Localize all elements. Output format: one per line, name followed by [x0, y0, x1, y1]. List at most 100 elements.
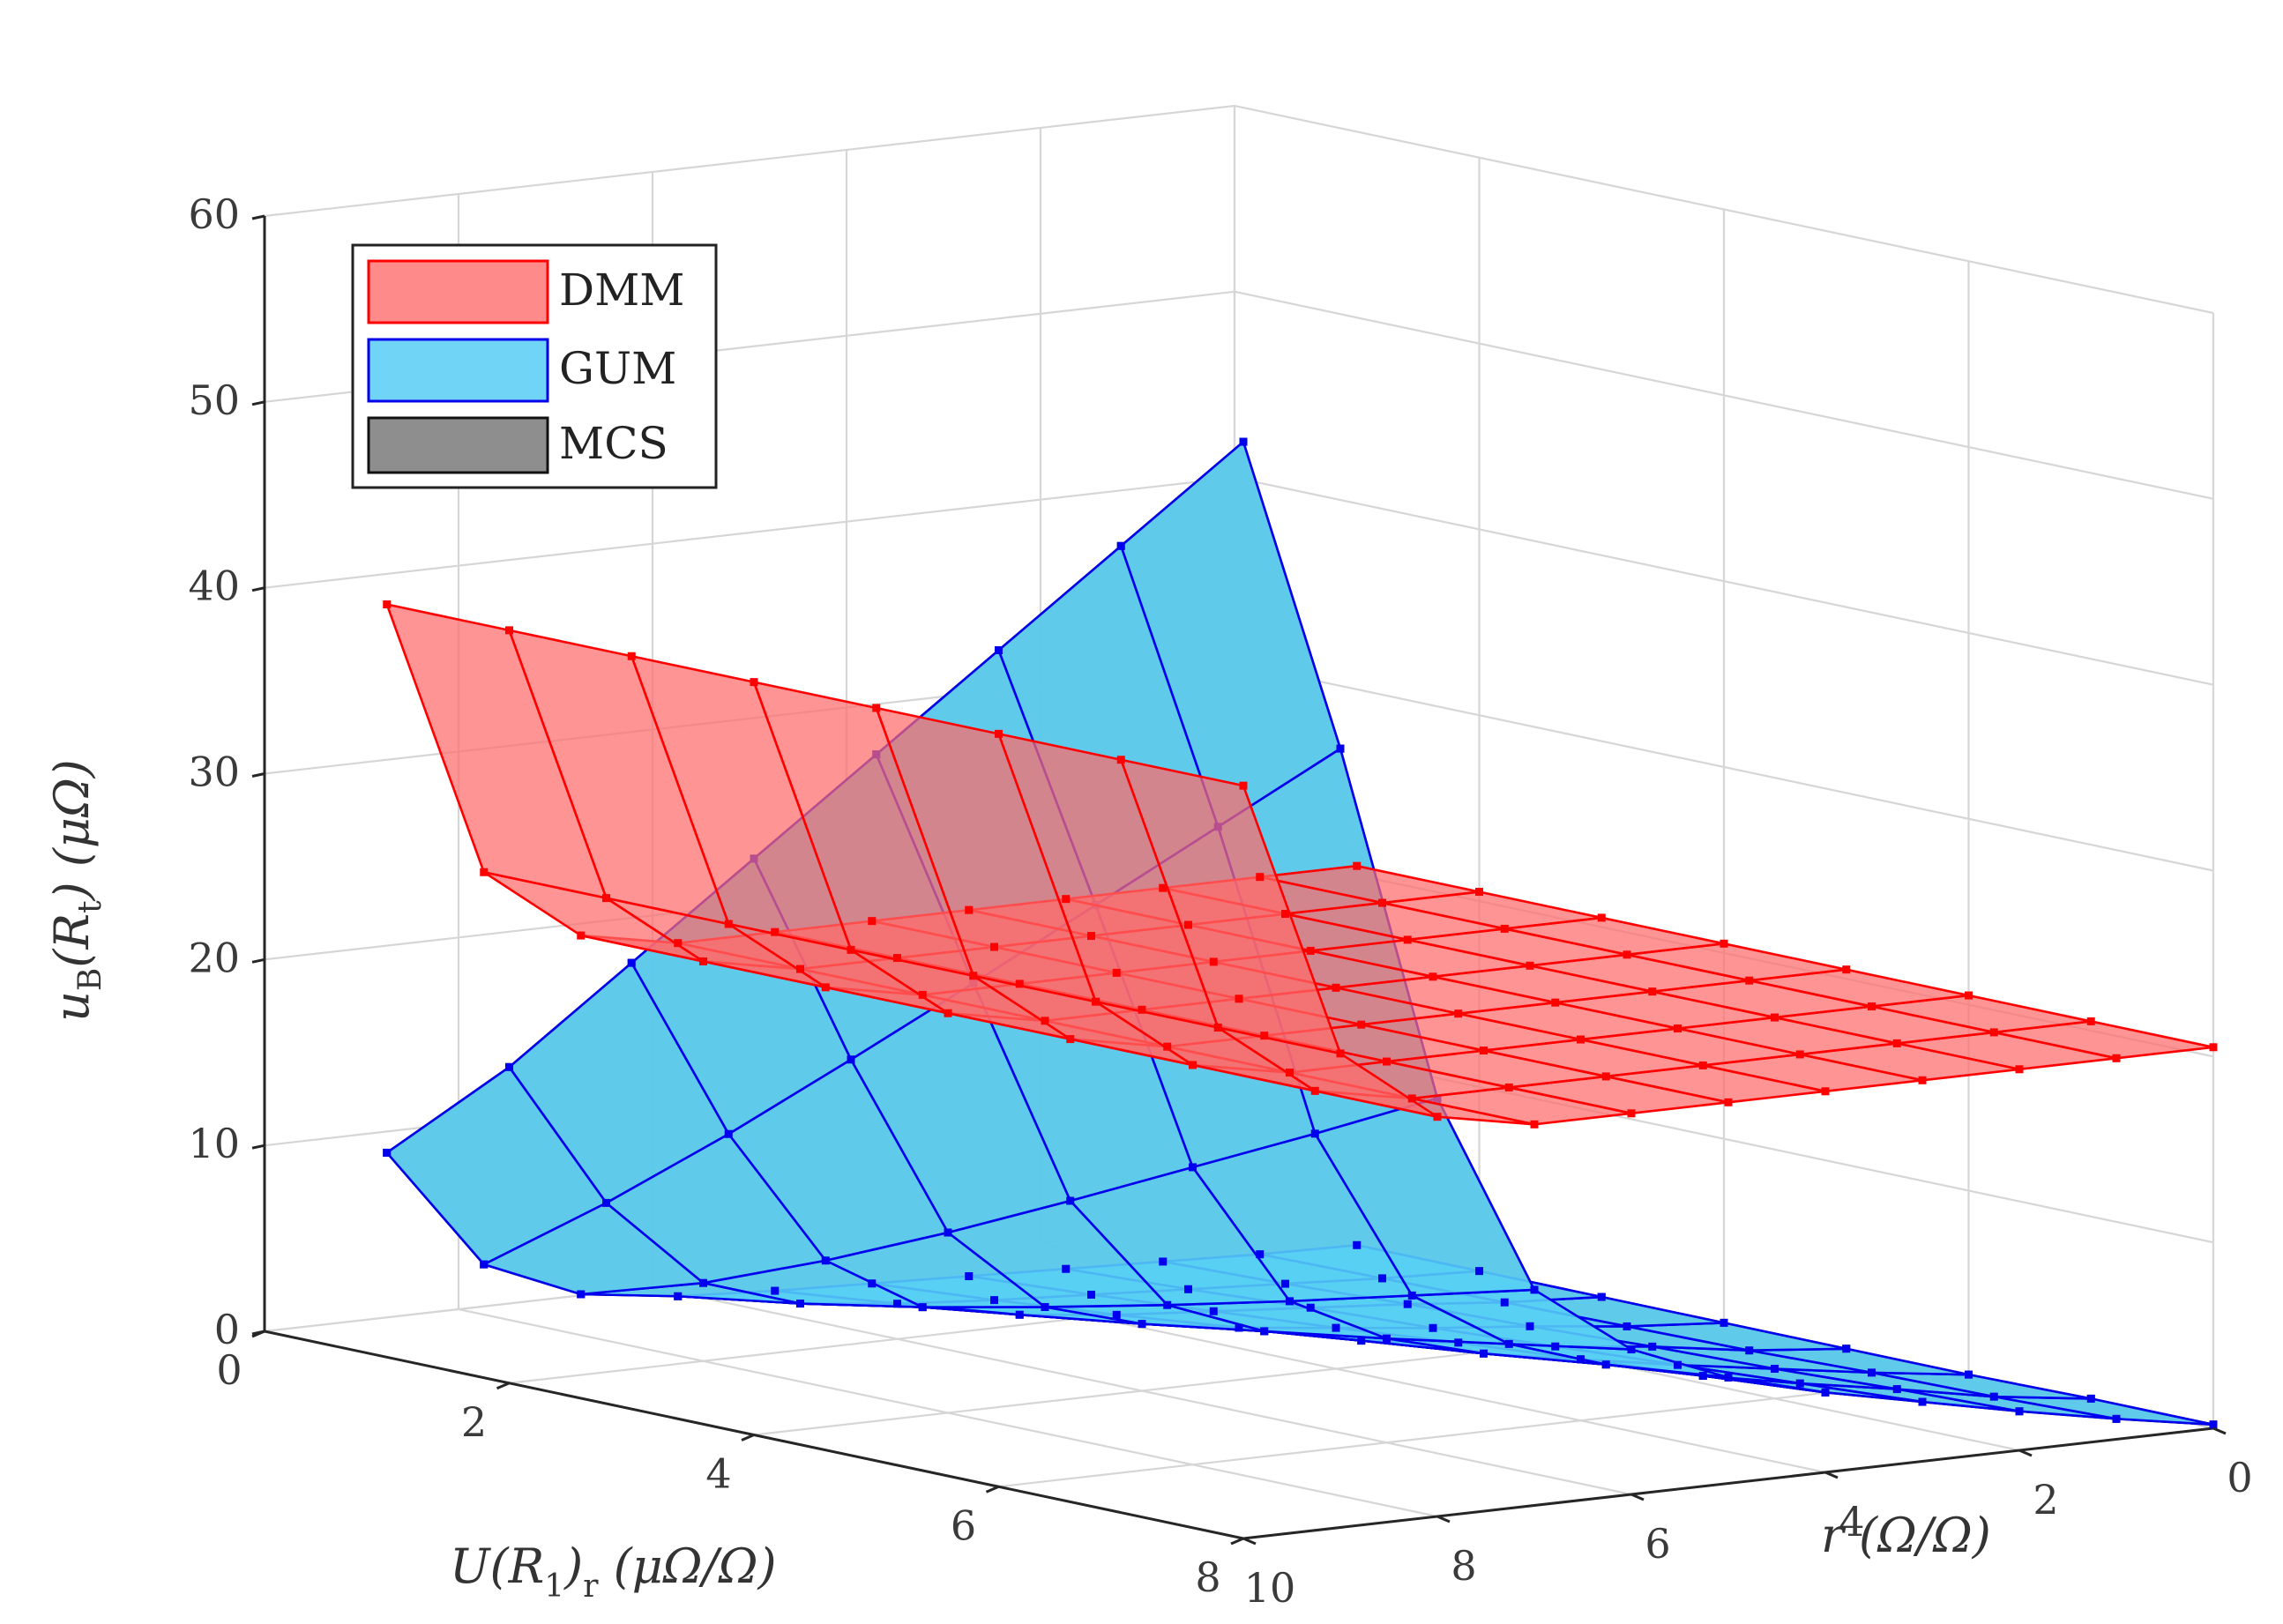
- surface-point-dmm: [1724, 1098, 1733, 1106]
- surface-point-gum: [1674, 1360, 1682, 1369]
- z-tick-label: 40: [188, 562, 240, 610]
- z-tick-label: 60: [188, 190, 240, 238]
- surface-point-dmm: [1062, 895, 1071, 904]
- surface-point-dmm: [1504, 1083, 1513, 1091]
- z-tick-label: 0: [214, 1306, 240, 1353]
- surface-point-gum: [821, 1256, 830, 1265]
- surface-point-dmm: [1306, 946, 1315, 955]
- surface-point-gum: [847, 1055, 855, 1064]
- grid-line-z-backwall: [1234, 104, 2214, 315]
- surface-point-gum: [1480, 1349, 1488, 1358]
- surface-point-dmm: [990, 942, 998, 951]
- surface-point-dmm: [505, 626, 513, 635]
- surface-point-dmm: [1286, 1069, 1294, 1077]
- surface-point-gum: [1159, 1257, 1168, 1266]
- x-tick-mark: [1230, 1537, 1244, 1546]
- surface-point-gum: [1357, 1337, 1366, 1345]
- grid-line-x-floor: [998, 1375, 1969, 1488]
- surface-point-dmm: [1213, 1024, 1222, 1032]
- surface-point-gum: [796, 1300, 804, 1308]
- surface-point-dmm: [1627, 1109, 1636, 1118]
- surface-point-dmm: [1918, 1076, 1927, 1084]
- surface-point-gum: [1087, 1290, 1095, 1299]
- surface-point-dmm: [1480, 1047, 1488, 1055]
- surface-point-dmm: [796, 965, 804, 973]
- surface-point-gum: [2112, 1414, 2121, 1423]
- y-tick-label: 2: [2033, 1476, 2058, 1523]
- surface-point-dmm: [1336, 1049, 1345, 1058]
- legend-label-mcs: MCS: [559, 418, 668, 469]
- surface-point-dmm: [918, 990, 927, 999]
- surface-point-gum: [1306, 1303, 1315, 1312]
- y-tick-label: 8: [1451, 1542, 1476, 1590]
- legend: DMM GUM MCS: [351, 243, 718, 489]
- z-tick-label: 20: [188, 934, 240, 981]
- legend-swatch-dmm: [367, 259, 549, 324]
- surface-point-dmm: [750, 678, 758, 687]
- surface-point-gum: [1281, 1279, 1289, 1288]
- surface-point-gum: [2015, 1407, 2024, 1416]
- surface-point-gum: [2086, 1394, 2095, 1403]
- surface-point-gum: [1184, 1285, 1192, 1293]
- surface-point-dmm: [1821, 1087, 1830, 1096]
- y-tick-mark: [1436, 1515, 1451, 1523]
- z-tick-mark: [251, 1144, 265, 1150]
- surface-point-gum: [2209, 1420, 2218, 1429]
- surface-point-dmm: [1577, 1035, 1585, 1044]
- y-tick-mark: [1824, 1471, 1839, 1479]
- x-tick-mark: [251, 1330, 265, 1338]
- grid-line-z-sidewall: [264, 104, 1235, 218]
- surface-point-dmm: [1526, 961, 1534, 970]
- surface-point-dmm: [1868, 1002, 1876, 1011]
- surface-point-dmm: [944, 1009, 952, 1017]
- surface-point-dmm: [2112, 1054, 2121, 1062]
- surface-point-gum: [1821, 1388, 1830, 1397]
- surface-point-gum: [1698, 1372, 1707, 1381]
- surface-point-dmm: [1698, 1061, 1707, 1069]
- legend-item-gum: GUM: [367, 338, 676, 403]
- y-tick-mark: [2018, 1449, 2033, 1457]
- z-tick-label: 30: [188, 749, 240, 796]
- surface-point-dmm: [1087, 932, 1095, 941]
- surface-point-dmm: [1281, 910, 1289, 919]
- surface-point-gum: [1623, 1322, 1631, 1330]
- surface-point-dmm: [969, 972, 978, 980]
- surface-point-gum: [893, 1300, 901, 1308]
- surface-point-gum: [724, 1129, 733, 1138]
- surface-point-gum: [1062, 1264, 1071, 1273]
- surface-point-dmm: [1116, 756, 1125, 764]
- surface-point-dmm: [1500, 924, 1509, 933]
- x-tick-mark: [985, 1485, 1000, 1494]
- z-tick-label: 50: [188, 376, 240, 424]
- surface-point-gum: [1892, 1385, 1901, 1394]
- surface-point-gum: [1332, 1323, 1340, 1332]
- surface-point-dmm: [1378, 898, 1386, 907]
- legend-swatch-mcs: [367, 416, 549, 474]
- surface-point-dmm: [1648, 987, 1657, 996]
- surface-point-gum: [480, 1260, 489, 1269]
- surface-point-dmm: [1256, 873, 1265, 882]
- surface-point-dmm: [1403, 935, 1412, 944]
- surface-point-gum: [1066, 1196, 1075, 1205]
- surface-point-gum: [1116, 541, 1125, 550]
- surface-point-dmm: [893, 954, 901, 963]
- y-tick-mark: [1242, 1537, 1257, 1546]
- surface-point-gum: [1310, 1129, 1319, 1138]
- z-tick-mark: [251, 586, 265, 592]
- surface-point-dmm: [771, 927, 780, 936]
- surface-point-gum: [505, 1062, 513, 1071]
- surface-point-dmm: [847, 945, 855, 954]
- surface-point-dmm: [1674, 1024, 1682, 1033]
- legend-label-gum: GUM: [559, 343, 676, 394]
- surface-point-dmm: [1551, 998, 1560, 1007]
- surface-point-gum: [1500, 1298, 1509, 1307]
- surface-point-dmm: [1407, 1094, 1416, 1103]
- surface-point-dmm: [1209, 957, 1218, 966]
- y-tick-label: 6: [1645, 1520, 1670, 1568]
- surface-point-dmm: [724, 920, 733, 928]
- surface-point-gum: [1256, 1250, 1265, 1259]
- surface-point-gum: [1868, 1368, 1876, 1377]
- surface-point-dmm: [965, 905, 974, 914]
- legend-item-dmm: DMM: [367, 259, 684, 324]
